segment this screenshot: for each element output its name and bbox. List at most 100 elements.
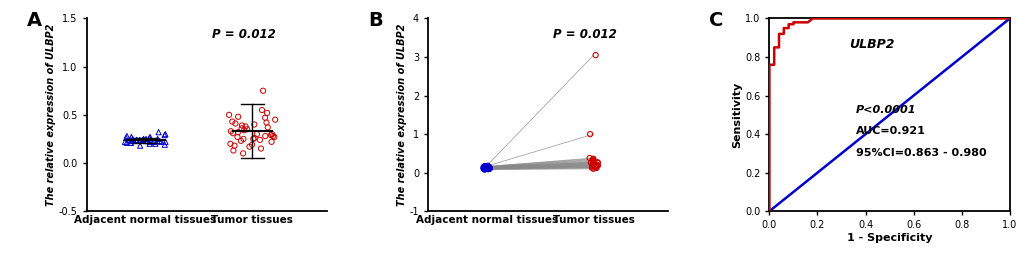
Point: [146, 140, 162, 144]
Point: [584, 164, 600, 168]
Point: [246, 122, 262, 126]
Point: [476, 166, 492, 170]
Point: [128, 139, 145, 143]
Point: [585, 162, 601, 166]
Point: [478, 167, 494, 171]
Point: [475, 166, 491, 171]
Point: [476, 164, 492, 169]
Point: [150, 137, 166, 141]
Point: [267, 117, 283, 122]
X-axis label: 1 - Specificity: 1 - Specificity: [846, 233, 931, 243]
Text: C: C: [708, 11, 722, 30]
Point: [583, 166, 599, 170]
Point: [476, 165, 492, 169]
Point: [584, 161, 600, 166]
Point: [141, 136, 157, 140]
Text: AUC=0.921: AUC=0.921: [855, 126, 925, 136]
Point: [135, 138, 151, 142]
Point: [147, 142, 163, 146]
Point: [588, 166, 604, 170]
Point: [264, 132, 280, 136]
Point: [139, 139, 155, 143]
Point: [480, 165, 496, 169]
Point: [481, 167, 497, 171]
Point: [156, 133, 172, 137]
Point: [479, 164, 495, 168]
Point: [136, 137, 152, 141]
Point: [122, 138, 139, 142]
Point: [587, 53, 603, 57]
Point: [587, 165, 603, 169]
Point: [475, 166, 491, 170]
Point: [153, 140, 169, 144]
Point: [128, 138, 145, 142]
Point: [237, 124, 254, 129]
Point: [247, 136, 263, 140]
Point: [480, 166, 496, 170]
Point: [265, 134, 281, 138]
Point: [118, 136, 135, 140]
Point: [585, 167, 601, 171]
Point: [479, 165, 495, 169]
Point: [589, 161, 605, 165]
Point: [118, 134, 135, 138]
Point: [224, 120, 240, 124]
Point: [480, 167, 496, 171]
Point: [476, 164, 492, 169]
Point: [589, 163, 605, 167]
Text: P<0.0001: P<0.0001: [855, 105, 915, 115]
Point: [229, 115, 246, 119]
Text: P = 0.012: P = 0.012: [212, 28, 275, 41]
Point: [259, 111, 275, 115]
Point: [582, 132, 598, 136]
Point: [234, 151, 251, 155]
Point: [122, 141, 139, 145]
Point: [151, 130, 167, 134]
Text: A: A: [26, 11, 42, 30]
Point: [253, 147, 269, 151]
Point: [142, 135, 158, 139]
Point: [222, 142, 238, 146]
Point: [233, 123, 250, 128]
Point: [142, 138, 158, 142]
Point: [263, 133, 279, 137]
Point: [582, 161, 598, 165]
Point: [584, 162, 600, 166]
Point: [480, 165, 496, 169]
Point: [589, 160, 605, 164]
Point: [156, 143, 172, 147]
Point: [225, 148, 242, 153]
Point: [587, 163, 603, 167]
Point: [122, 141, 139, 145]
Point: [235, 128, 252, 132]
Point: [255, 89, 271, 93]
Point: [257, 116, 273, 120]
Point: [584, 164, 600, 169]
Point: [131, 144, 148, 148]
Point: [481, 166, 497, 171]
Text: B: B: [368, 11, 382, 30]
Point: [118, 141, 135, 145]
Point: [479, 166, 495, 170]
Point: [128, 138, 145, 142]
Point: [238, 127, 255, 131]
Point: [157, 140, 173, 144]
Point: [481, 166, 497, 170]
Point: [584, 160, 600, 164]
Point: [244, 143, 260, 147]
Point: [125, 139, 142, 143]
Y-axis label: The relative expression of ULBP2: The relative expression of ULBP2: [46, 24, 56, 206]
Point: [123, 135, 140, 139]
Point: [477, 167, 493, 171]
Point: [263, 140, 279, 144]
Point: [245, 137, 261, 141]
Point: [232, 139, 249, 143]
Point: [157, 132, 173, 136]
Text: ULBP2: ULBP2: [848, 38, 894, 51]
Point: [123, 139, 140, 143]
Point: [131, 138, 148, 142]
Point: [589, 164, 605, 168]
Point: [152, 139, 168, 143]
Point: [258, 120, 274, 125]
Point: [123, 139, 140, 143]
